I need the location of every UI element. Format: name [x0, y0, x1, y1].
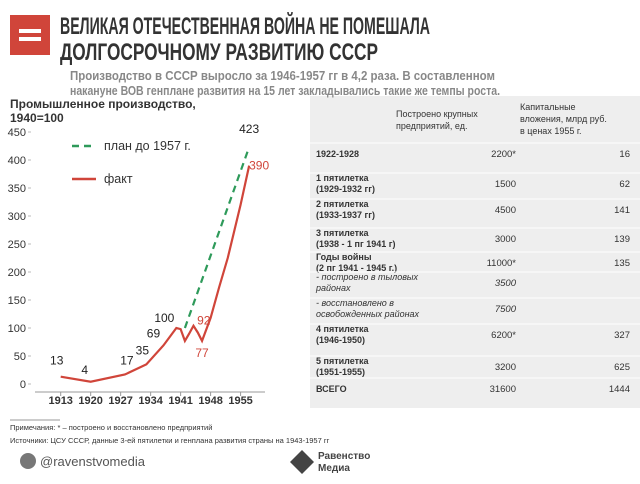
line-series	[183, 146, 251, 329]
logo-bar	[19, 37, 41, 41]
legend-label: план до 1957 г.	[104, 139, 191, 153]
data-label: 423	[239, 122, 259, 136]
cell: 3000	[495, 234, 516, 245]
cell: 3200	[495, 362, 516, 373]
row-label: - восстановлено в	[316, 298, 394, 308]
y-tick-label: 450	[8, 127, 26, 139]
row-label: (1933-1937 гг)	[316, 210, 375, 220]
cell: 1500	[495, 179, 516, 190]
cell: 139	[614, 234, 630, 245]
cell: 31600	[490, 384, 516, 395]
data-label: 100	[154, 311, 174, 325]
logo-bar	[19, 29, 41, 33]
data-label: 390	[249, 159, 269, 173]
y-tick-label: 0	[20, 379, 26, 391]
y-tick-label: 100	[8, 323, 26, 335]
row-label: (1929-1932 гг)	[316, 184, 375, 194]
y-tick-label: 50	[14, 351, 26, 363]
row-label: районах	[315, 283, 351, 293]
x-tick-label: 1941	[168, 395, 192, 407]
x-tick-label: 1913	[48, 395, 72, 407]
data-label: 69	[147, 326, 161, 340]
handle: @ravenstvomedia	[40, 454, 146, 469]
cell: 141	[614, 205, 630, 216]
row-label: освобожденных районах	[316, 309, 420, 319]
row-label: 3 пятилетка	[316, 228, 370, 238]
y-axis-label: Промышленное производство,	[10, 97, 196, 111]
y-tick-label: 400	[8, 155, 26, 167]
y-tick-label: 150	[8, 295, 26, 307]
cell: 62	[619, 179, 630, 190]
cell: 327	[614, 330, 630, 341]
line-series	[60, 165, 251, 383]
notes: Примечания: * – построено и восстановлен…	[10, 423, 212, 432]
x-tick-label: 1927	[108, 395, 132, 407]
brand: Равенство	[318, 451, 370, 462]
cell: 4500	[495, 205, 516, 216]
x-tick-label: 1955	[228, 395, 252, 407]
data-label: 35	[136, 343, 150, 357]
logo	[10, 15, 50, 55]
row-label: Годы войны	[316, 252, 372, 262]
data-label: 17	[120, 353, 134, 367]
cell: 2200*	[491, 149, 516, 160]
row-label: (1951-1955)	[316, 367, 365, 377]
telegram-icon	[20, 453, 36, 469]
column-header: Построено крупных	[396, 109, 478, 119]
row-label: 5 пятилетка	[316, 356, 370, 366]
sources: Источники: ЦСУ СССР, данные 3-ей пятилет…	[10, 436, 330, 445]
title: ВЕЛИКАЯ ОТЕЧЕСТВЕННАЯ ВОЙНА НЕ ПОМЕШАЛА	[60, 12, 430, 40]
column-header: вложения, млрд руб.	[520, 114, 607, 124]
cell: 11000*	[487, 258, 517, 269]
cell: 6200*	[491, 330, 516, 341]
title: ДОЛГОСРОЧНОМУ РАЗВИТИЮ СССР	[60, 39, 378, 66]
row-label: (1938 - 1 пг 1941 г)	[316, 239, 395, 249]
column-header: Капитальные	[520, 102, 576, 112]
cell: 625	[614, 362, 630, 373]
row-label: 1 пятилетка	[316, 173, 370, 183]
cell: 7500	[495, 304, 517, 315]
row-label: 2 пятилетка	[316, 199, 370, 209]
x-tick-label: 1920	[78, 395, 102, 407]
column-header: в ценах 1955 г.	[520, 126, 582, 136]
subtitle: Производство в СССР выросло за 1946-1957…	[70, 69, 495, 83]
x-tick-label: 1934	[138, 395, 163, 407]
cell: 16	[619, 149, 630, 160]
y-tick-label: 200	[8, 267, 26, 279]
row-label: - построено в тыловых	[316, 272, 419, 282]
data-label: 92	[197, 313, 211, 327]
row-label: ВСЕГО	[316, 384, 347, 394]
row-label: (2 пг 1941 - 1945 г.)	[316, 263, 397, 273]
y-tick-label: 250	[8, 239, 26, 251]
cell: 135	[614, 258, 630, 269]
brand-logo	[290, 450, 314, 474]
data-label: 13	[50, 354, 64, 368]
x-tick-label: 1948	[198, 395, 222, 407]
cell: 3500	[495, 278, 517, 289]
legend-label: факт	[104, 172, 133, 186]
y-tick-label: 350	[8, 183, 26, 195]
brand: Медиа	[318, 463, 350, 474]
data-label: 4	[81, 363, 88, 377]
row-label: (1946-1950)	[316, 335, 365, 345]
y-axis-label: 1940=100	[10, 111, 64, 125]
column-header: предприятий, ед.	[396, 121, 467, 131]
row-label: 4 пятилетка	[316, 324, 370, 334]
data-label: 77	[195, 346, 209, 360]
cell: 1444	[609, 384, 630, 395]
y-tick-label: 300	[8, 211, 26, 223]
row-label: 1922-1928	[316, 149, 359, 159]
subtitle: накануне ВОВ генплане развития на 15 лет…	[70, 84, 500, 98]
